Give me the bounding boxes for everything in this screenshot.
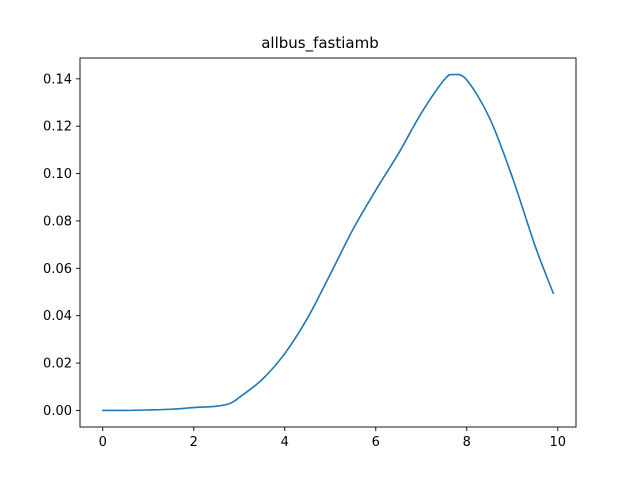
- y-tick-label: 0.02: [43, 357, 72, 372]
- x-tick-label: 0: [99, 435, 107, 450]
- y-tick-label: 0.10: [43, 167, 72, 182]
- x-tick-label: 10: [550, 435, 567, 450]
- y-tick-label: 0.08: [43, 214, 72, 229]
- x-axis-ticks: 0 2 4 6 8 10: [99, 427, 566, 450]
- axes-frame: [79, 57, 577, 428]
- series-line: [101, 73, 555, 412]
- y-tick-label: 0.04: [43, 309, 72, 324]
- x-tick-label: 4: [281, 435, 289, 450]
- x-tick-label: 8: [463, 435, 471, 450]
- x-tick-label: 6: [372, 435, 380, 450]
- y-tick-label: 0.06: [43, 262, 72, 277]
- y-axis-ticks: 0.00 0.02 0.04 0.06 0.08 0.10 0.12 0.14: [43, 72, 80, 419]
- y-tick-label: 0.12: [43, 120, 72, 135]
- chart-title: allbus_fastiamb: [261, 34, 379, 53]
- y-tick-label: 0.14: [43, 72, 72, 87]
- x-tick-label: 2: [190, 435, 198, 450]
- y-tick-label: 0.00: [43, 404, 72, 419]
